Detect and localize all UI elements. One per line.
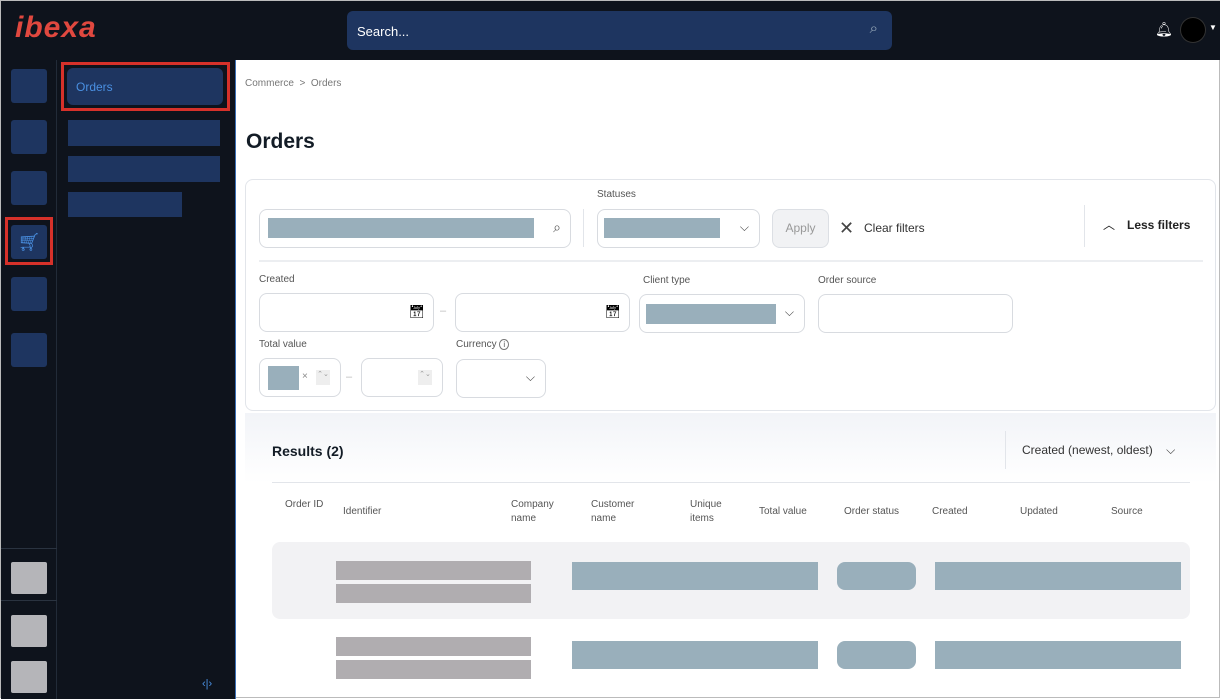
chevron-down-icon: ⌵	[784, 305, 794, 319]
info-icon[interactable]: i	[499, 339, 510, 350]
sort-select[interactable]: Created (newest, oldest) ⌵	[1022, 443, 1175, 458]
nav-item[interactable]	[11, 69, 47, 103]
breadcrumb-orders: Orders	[310, 78, 342, 89]
clear-icon[interactable]: ×	[302, 371, 308, 382]
range-separator: –	[440, 305, 447, 317]
sub-nav-item[interactable]	[68, 156, 220, 182]
close-icon[interactable]: ✕	[839, 218, 855, 238]
search-icon[interactable]: ⌕	[869, 20, 878, 37]
order-source-input[interactable]	[818, 294, 1013, 333]
statuses-select[interactable]: ⌵	[597, 209, 760, 248]
nav-item[interactable]	[11, 277, 47, 311]
search-input[interactable]: Search... ⌕	[347, 11, 892, 50]
results-title: Results (2)	[272, 443, 344, 459]
nav-item[interactable]	[11, 562, 47, 594]
nav-item[interactable]	[11, 615, 47, 647]
column-header[interactable]: Identifier	[343, 506, 382, 517]
column-header[interactable]: Source	[1111, 506, 1143, 517]
stepper-icon[interactable]: ⌃⌄	[418, 370, 432, 385]
created-to-input[interactable]: 📅︎	[455, 293, 630, 332]
client-type-select[interactable]: ⌵	[639, 294, 805, 333]
created-from-input[interactable]: 📅︎	[259, 293, 434, 332]
filters-panel	[245, 179, 1216, 411]
column-header[interactable]: Company name	[511, 499, 554, 524]
currency-text: Currency	[456, 339, 497, 350]
filter-search-input[interactable]: ⌕	[259, 209, 571, 248]
bell-icon[interactable]: 🔔︎	[1155, 21, 1173, 37]
total-value-min-input[interactable]: × ⌃⌄	[259, 358, 341, 397]
collapse-icon[interactable]: ‹|›	[202, 678, 213, 690]
sub-nav-item[interactable]	[68, 192, 182, 217]
column-header[interactable]: Updated	[1020, 506, 1058, 517]
nav-item[interactable]	[11, 333, 47, 367]
nav-item[interactable]	[11, 171, 47, 205]
nav-item[interactable]	[11, 120, 47, 154]
column-header[interactable]: Total value	[759, 506, 807, 517]
chevron-down-icon[interactable]: ▼	[1209, 23, 1217, 32]
column-header[interactable]: Created	[932, 506, 968, 517]
cart-icon[interactable]: 🛒︎	[11, 225, 47, 259]
currency-label: Currency i	[456, 339, 510, 350]
chevron-down-icon: ⌵	[525, 370, 535, 384]
avatar[interactable]	[1181, 18, 1205, 42]
search-icon: ⌕	[553, 219, 561, 235]
page-title: Orders	[246, 130, 315, 153]
ibexa-logo[interactable]: ibexa	[15, 11, 97, 44]
breadcrumb: Commerce > Orders	[245, 78, 341, 89]
statuses-label: Statuses	[597, 189, 636, 200]
search-placeholder: Search...	[357, 24, 410, 39]
calendar-icon[interactable]: 📅︎	[604, 304, 621, 319]
sub-nav-item-orders[interactable]: Orders	[67, 68, 223, 105]
status-badge	[837, 641, 916, 669]
column-header[interactable]: Unique items	[690, 499, 722, 524]
column-header[interactable]: Customer name	[591, 499, 635, 524]
chevron-down-icon: ⌵	[739, 220, 749, 234]
column-header[interactable]: Order ID	[285, 499, 324, 510]
order-source-label: Order source	[818, 275, 877, 286]
sort-value: Created (newest, oldest)	[1022, 443, 1153, 457]
total-value-label: Total value	[259, 339, 307, 350]
currency-select[interactable]: ⌵	[456, 359, 546, 398]
status-badge	[837, 562, 916, 590]
client-type-label: Client type	[643, 275, 691, 286]
nav-item[interactable]	[11, 661, 47, 693]
apply-button[interactable]: Apply	[772, 209, 829, 248]
range-separator: –	[346, 371, 353, 383]
breadcrumb-sep: >	[299, 78, 306, 89]
less-filters-button[interactable]: Less filters	[1127, 218, 1191, 232]
calendar-icon[interactable]: 📅︎	[408, 304, 425, 319]
clear-filters-button[interactable]: Clear filters	[864, 221, 925, 235]
chevron-up-icon[interactable]: ︿	[1103, 218, 1116, 232]
total-value-max-input[interactable]: ⌃⌄	[361, 358, 443, 397]
created-label: Created	[259, 274, 295, 285]
main-nav-rail	[1, 60, 57, 699]
stepper-icon[interactable]: ⌃⌄	[316, 370, 330, 385]
chevron-down-icon: ⌵	[1166, 443, 1176, 457]
sub-nav-item[interactable]	[68, 120, 220, 146]
breadcrumb-commerce[interactable]: Commerce	[245, 78, 294, 89]
column-header[interactable]: Order status	[844, 506, 900, 517]
